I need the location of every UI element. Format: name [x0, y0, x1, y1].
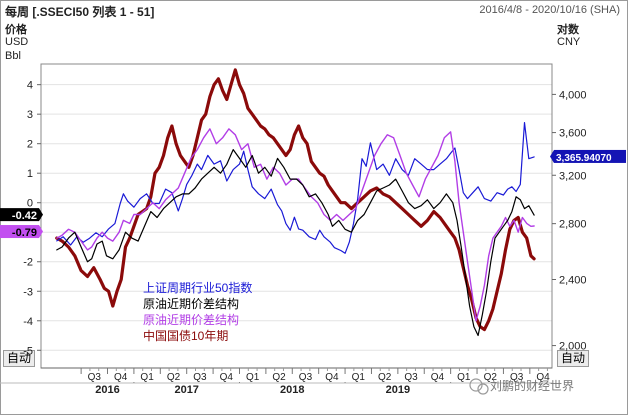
left-axis-auto-button[interactable]: 自动	[3, 350, 36, 367]
right-axis-header: 对数	[557, 24, 579, 36]
title-bar: 每周 [.SSECI50 列表 1 - 51] 2016/4/8 - 2020/…	[0, 0, 628, 20]
date-range: 2016/4/8 - 2020/10/16 (SHA)	[479, 4, 620, 16]
window-title: 每周 [.SSECI50 列表 1 - 51]	[5, 5, 155, 19]
right-axis-auto-button[interactable]: 自动	[557, 350, 590, 367]
right-axis-unit-cny: CNY	[557, 36, 581, 48]
left-axis-unit-usd: USD	[5, 36, 29, 48]
left-axis-unit-bbl: Bbl	[5, 50, 21, 62]
left-axis-header: 价格	[5, 24, 27, 36]
